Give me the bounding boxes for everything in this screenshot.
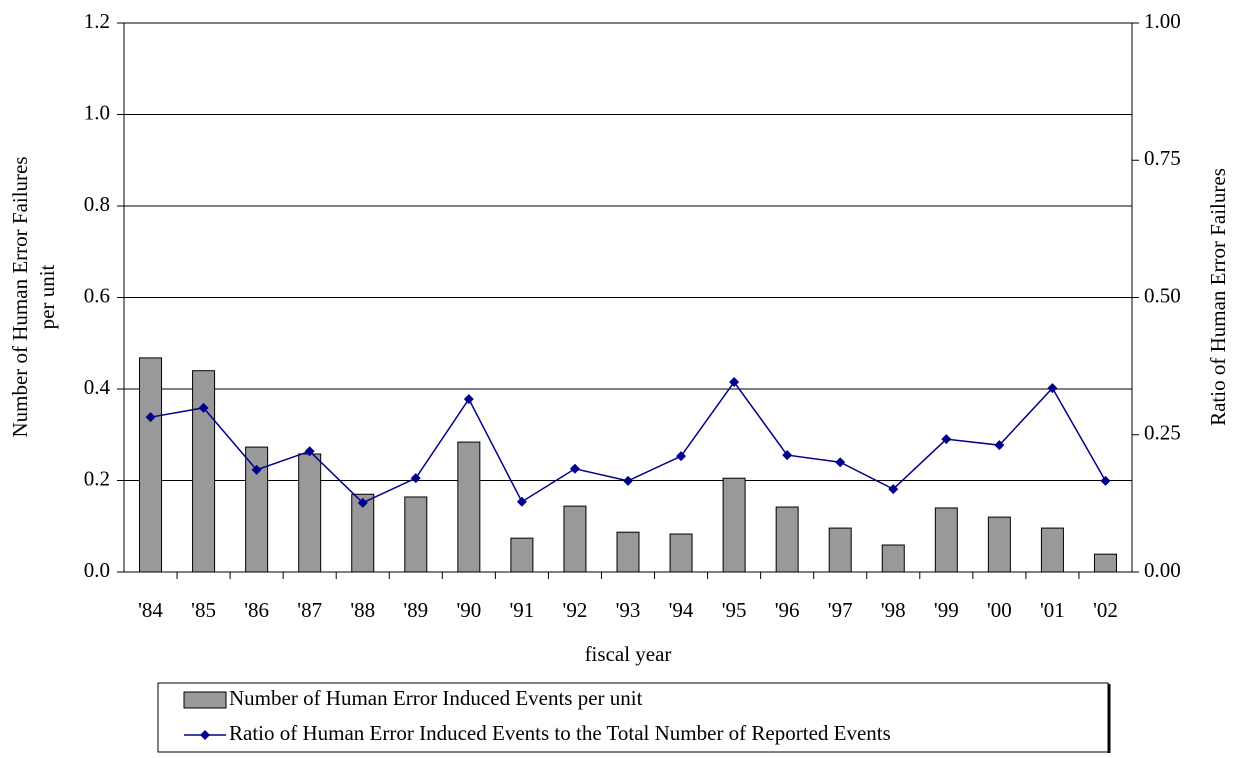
x-tick-label: '99 bbox=[934, 598, 959, 622]
bar bbox=[616, 531, 640, 573]
y-tick-label: 1.2 bbox=[84, 9, 110, 33]
line-marker bbox=[888, 484, 899, 495]
x-tick-label: '00 bbox=[987, 598, 1012, 622]
line-marker bbox=[623, 475, 633, 486]
x-tick-label: '98 bbox=[881, 598, 906, 622]
bar bbox=[881, 544, 905, 573]
y-tick-label: 0.6 bbox=[84, 283, 110, 307]
legend-label: Number of Human Error Induced Events per… bbox=[229, 686, 643, 710]
y2-tick-label: 0.50 bbox=[1144, 283, 1181, 307]
line-marker bbox=[198, 402, 209, 413]
y2-tick-label: 1.00 bbox=[1144, 9, 1181, 33]
line-marker bbox=[145, 412, 156, 423]
y2-tick-label: 0.25 bbox=[1144, 421, 1181, 445]
x-tick-label: '93 bbox=[616, 598, 641, 622]
bar bbox=[934, 507, 958, 573]
line-marker bbox=[463, 394, 474, 405]
x-tick-label: '96 bbox=[775, 598, 800, 622]
y-axis-title: Number of Human Error Failures bbox=[8, 156, 32, 437]
line-marker bbox=[1100, 475, 1111, 486]
bar bbox=[1040, 527, 1064, 573]
bar bbox=[404, 496, 428, 573]
y-tick-label: 0.8 bbox=[84, 192, 110, 216]
legend-box bbox=[157, 682, 1109, 753]
x-tick-label: '94 bbox=[669, 598, 694, 622]
x-tick-label: '97 bbox=[828, 598, 853, 622]
x-axis-title: fiscal year bbox=[585, 642, 672, 666]
line-marker bbox=[357, 497, 368, 508]
y2-tick-label: 0.75 bbox=[1144, 146, 1181, 170]
x-tick-label: '95 bbox=[722, 598, 747, 622]
line-marker bbox=[251, 464, 262, 475]
x-tick-label: '87 bbox=[297, 598, 322, 622]
x-tick-label: '88 bbox=[350, 598, 375, 622]
x-tick-label: '92 bbox=[563, 598, 588, 622]
bar bbox=[828, 527, 852, 573]
bar bbox=[298, 453, 322, 573]
y2-axis-title: Ratio of Human Error Failures bbox=[1206, 168, 1230, 426]
x-tick-label: '02 bbox=[1093, 598, 1118, 622]
bar bbox=[775, 506, 799, 573]
bar bbox=[510, 537, 534, 573]
bar bbox=[987, 516, 1011, 573]
bar bbox=[722, 477, 746, 573]
y-tick-label: 0.4 bbox=[84, 375, 111, 399]
line-marker bbox=[200, 730, 210, 740]
y-axis-title: per unit bbox=[35, 264, 59, 329]
bar bbox=[457, 441, 481, 573]
y-tick-label: 0.0 bbox=[84, 558, 110, 582]
legend-swatch bbox=[183, 691, 227, 709]
bar bbox=[669, 533, 693, 573]
bar bbox=[563, 505, 587, 573]
bar bbox=[1093, 553, 1117, 573]
plot-border bbox=[123, 22, 1133, 573]
line-marker bbox=[835, 457, 846, 468]
y2-tick-label: 0.00 bbox=[1144, 558, 1181, 582]
x-tick-label: '90 bbox=[456, 598, 481, 622]
line-marker bbox=[782, 450, 793, 461]
line-marker bbox=[1047, 383, 1058, 394]
line-marker bbox=[729, 377, 740, 388]
y-tick-label: 0.2 bbox=[84, 466, 110, 490]
line-marker bbox=[410, 473, 421, 484]
line-marker bbox=[994, 440, 1005, 451]
x-tick-label: '89 bbox=[403, 598, 428, 622]
bar bbox=[192, 370, 216, 573]
legend-label: Ratio of Human Error Induced Events to t… bbox=[229, 721, 891, 745]
bar bbox=[139, 357, 163, 573]
x-tick-label: '85 bbox=[191, 598, 216, 622]
x-tick-label: '86 bbox=[244, 598, 269, 622]
line-marker bbox=[569, 463, 580, 474]
line-marker bbox=[516, 496, 527, 507]
x-tick-label: '91 bbox=[509, 598, 534, 622]
y-tick-label: 1.0 bbox=[84, 100, 110, 124]
line-marker bbox=[676, 451, 687, 462]
x-tick-label: '84 bbox=[138, 598, 163, 622]
x-tick-label: '01 bbox=[1040, 598, 1065, 622]
line-marker bbox=[304, 446, 315, 457]
line-marker bbox=[941, 434, 952, 445]
